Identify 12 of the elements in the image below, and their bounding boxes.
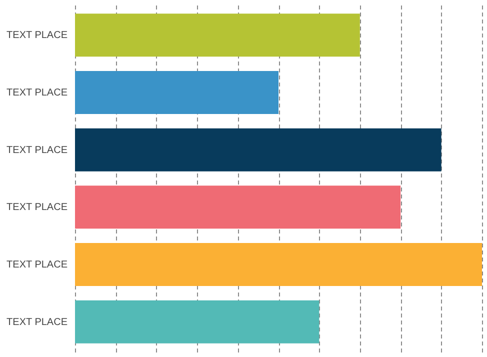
y-tick-label: TEXT PLACE xyxy=(6,316,68,328)
y-tick-label: TEXT PLACE xyxy=(6,260,68,271)
y-tick-label: TEXT PLACE xyxy=(6,202,68,214)
bar xyxy=(75,128,442,172)
bar xyxy=(75,14,360,57)
y-tick-label: TEXT PLACE xyxy=(6,144,68,156)
y-tick-label: TEXT PLACE xyxy=(6,30,68,42)
bar xyxy=(75,186,401,229)
bar xyxy=(75,70,278,114)
bar xyxy=(75,243,482,286)
y-tick-label: TEXT PLACE xyxy=(6,87,68,98)
bar xyxy=(75,300,320,344)
